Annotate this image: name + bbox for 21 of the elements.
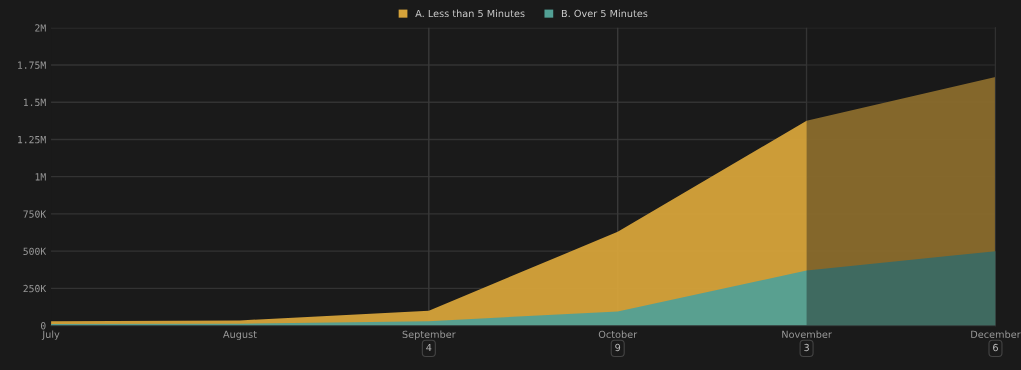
y-tick-label: 1M: [35, 173, 46, 181]
y-tick-label: 250K: [23, 284, 47, 293]
y-tick-label: 1.5M: [23, 98, 46, 107]
y-tick-label: 0: [40, 322, 46, 330]
x-tick-label: October: [598, 330, 638, 338]
ref-line-label: 3: [804, 343, 809, 352]
x-tick-label: August: [223, 330, 257, 340]
ref-line-label: 4: [426, 343, 432, 352]
x-tick-label: November: [782, 330, 832, 338]
y-tick-label: 2M: [35, 24, 46, 32]
y-tick-label: 1.75M: [18, 61, 46, 69]
y-tick-label: 1.25M: [18, 135, 46, 144]
ref-line-label: 9: [615, 343, 621, 352]
y-tick-label: 750K: [23, 210, 47, 218]
x-tick-label: December: [971, 330, 1021, 338]
x-tick-label: July: [41, 330, 60, 340]
ref-line-label: 6: [993, 343, 998, 352]
legend-label: B. Over 5 Minutes: [561, 9, 648, 18]
y-tick-label: 500K: [23, 247, 47, 255]
x-tick-label: September: [402, 330, 456, 340]
legend-label: A. Less than 5 Minutes: [415, 9, 525, 18]
